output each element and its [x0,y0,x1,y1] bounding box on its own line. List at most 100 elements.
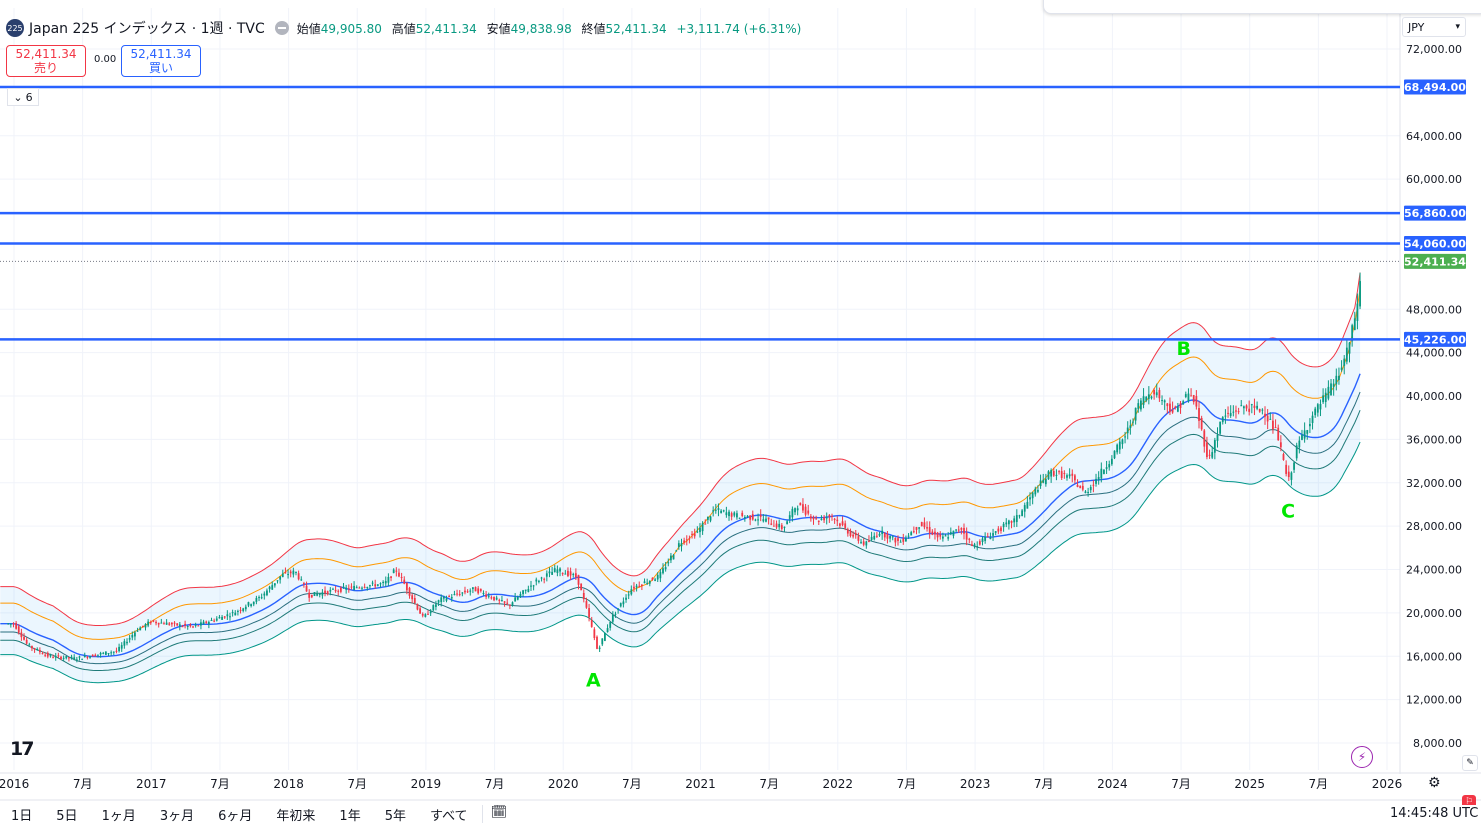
range-button[interactable]: 5日 [56,809,78,824]
candle-body [398,572,400,577]
candle-body [250,604,253,607]
range-button[interactable]: 5年 [384,809,406,824]
candle-body [1071,473,1074,476]
candle-body [952,530,955,536]
buy-price: 52,411.34 [130,47,192,61]
range-button[interactable]: 1日 [11,809,33,824]
candle-body [163,623,165,625]
candle-body [1074,475,1076,481]
calendar-icon[interactable]: 🗓 [490,805,508,820]
candle-body [1248,408,1251,412]
time-tick-label: 7月 [1309,777,1329,791]
time-tick-label: 2023 [960,777,991,791]
candle-body [775,523,778,528]
candle-body [1116,444,1119,453]
candle-body [667,562,670,564]
candle-body [730,513,733,517]
candle-body [957,529,960,531]
candle-body [321,592,324,596]
candle-body [791,508,794,518]
indicators-toggle[interactable]: ⌄ 6 [7,88,39,106]
candle-body [57,655,60,657]
market-status-icon[interactable] [274,21,289,35]
currency-selector[interactable]: JPY ▾ [1402,17,1466,37]
chart-header: 225 Japan 225 インデックス · 1週 · TVC 始値49,905… [6,16,801,40]
candle-body [371,582,374,584]
time-tick-label: 7月 [897,777,917,791]
lightning-icon[interactable]: ⚡ [1351,746,1373,768]
sell-button[interactable]: 52,411.34 売り [6,45,86,77]
candle-body [1018,515,1021,517]
tradingview-logo[interactable]: 17 [10,738,34,760]
candle-body [1293,462,1295,470]
candle-body [1010,521,1013,523]
candle-body [1190,395,1192,397]
clock[interactable]: 14:45:48 UTC [1390,806,1479,821]
buy-button[interactable]: 52,411.34 買い [121,45,201,77]
candle-body [994,531,997,533]
candle-body [36,649,39,651]
range-button[interactable]: すべて [429,809,468,824]
horizontal-line-label-bg [1404,331,1466,347]
chat-icon[interactable]: ✎ [1462,755,1478,771]
range-button[interactable]: 3ヶ月 [159,809,195,824]
price-axis[interactable]: 8,000.00 12,000.00 16,000.00 20,000.00 24,00… [1406,43,1462,750]
symbol-badge[interactable]: 225 [6,19,24,37]
candle-body [134,632,136,637]
divider [481,805,483,823]
candle-body [685,539,688,541]
candle-body [1087,491,1090,493]
chevron-down-icon: ⌄ [13,90,23,104]
range-button[interactable]: 年初来 [276,809,316,824]
candle-body [28,644,31,646]
candle-body [210,619,213,621]
candle-body [345,587,348,590]
candle-body [382,581,385,583]
horizontal-line-label-bg [1404,79,1466,95]
candle-body [281,573,284,577]
candle-body [704,523,707,525]
time-axis[interactable]: 2016 7月 2017 7月 2018 7月 2019 7月 2020 7月 2021 7月 2022… [0,777,1402,791]
candle-body [677,543,680,547]
candle-body [334,589,337,592]
candle-body [471,587,474,590]
candle-body [1282,454,1285,460]
range-button[interactable]: 1年 [339,809,361,824]
candle-body [258,597,260,599]
candle-body [118,646,120,652]
candle-body [601,638,604,645]
candle-body [1211,452,1214,458]
symbol-title[interactable]: Japan 225 インデックス · 1週 · TVC [29,21,265,37]
gear-icon[interactable]: ⚙ [1428,775,1441,791]
candle-body [736,513,738,518]
floating-drawing-toolbar[interactable] [1043,0,1481,14]
candle-body [120,645,123,649]
candle-body [160,622,163,624]
candle-body [1279,442,1282,448]
candle-body [200,622,202,626]
candle-body [1108,464,1111,468]
price-tick-label: 72,000.00 [1406,43,1462,56]
candle-body [178,624,181,627]
candle-body [941,536,944,539]
candle-body [295,571,297,573]
candle-body [215,618,218,621]
candle-body [332,588,334,590]
candle-body [1047,471,1050,480]
horizontal-lines[interactable]: 68,494.00 56,860.00 54,060.00 45,226.00 52,4… [0,79,1466,347]
candle-body [419,608,421,614]
candle-body [714,509,717,511]
candle-body [1187,393,1190,401]
candle-body [963,527,965,534]
range-button[interactable]: 6ヶ月 [218,809,253,824]
time-tick-label: 7月 [759,777,779,791]
candle-body [273,583,276,586]
range-button[interactable]: 1ヶ月 [101,809,136,824]
candle-body [1000,527,1002,532]
candle-body [287,574,289,576]
candle-body [482,592,485,594]
candle-body [1338,375,1340,381]
candle-body [619,603,622,607]
candle-body [934,531,936,535]
